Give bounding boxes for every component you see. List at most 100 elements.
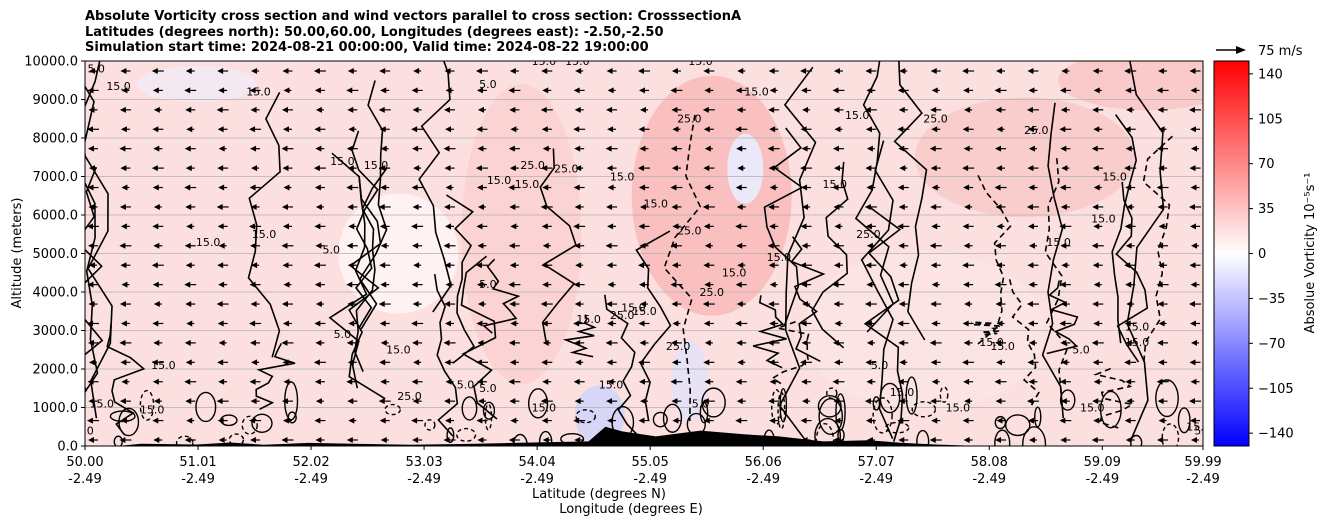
contour-label: 5.0 bbox=[479, 78, 497, 91]
y-tick-label: 2000.0 bbox=[33, 363, 79, 378]
contour-label: 25.0 bbox=[554, 163, 579, 176]
wind-vector-head bbox=[833, 165, 840, 172]
wind-vector-head bbox=[380, 378, 387, 385]
wind-vector-head bbox=[702, 203, 709, 210]
wind-vector-head bbox=[1189, 301, 1195, 308]
wind-vector-head bbox=[769, 281, 776, 288]
contour-loop bbox=[251, 413, 273, 433]
wind-vector-head bbox=[1093, 417, 1100, 424]
wind-vector-head bbox=[412, 398, 419, 405]
contour-label: 15.0 bbox=[990, 340, 1015, 353]
wind-vector-head bbox=[477, 398, 484, 405]
contour-line bbox=[358, 80, 388, 330]
wind-vector-head bbox=[121, 281, 128, 288]
wind-vector-head bbox=[670, 378, 677, 385]
wind-vector-head bbox=[606, 68, 613, 74]
contour-loop bbox=[118, 407, 140, 437]
contour-loop bbox=[384, 403, 401, 416]
wind-vector-head bbox=[1126, 301, 1133, 308]
wind-vector-head bbox=[184, 145, 191, 152]
wind-vector-head bbox=[477, 106, 484, 113]
wind-vector-head bbox=[542, 145, 549, 152]
wind-vector-head bbox=[864, 106, 871, 113]
wind-vector-head bbox=[185, 106, 192, 113]
wind-vector-head bbox=[897, 184, 904, 191]
wind-vector-head bbox=[346, 437, 353, 443]
contour-loop bbox=[771, 388, 782, 426]
wind-vector-head bbox=[542, 378, 549, 385]
contour-label: 15.0 bbox=[1046, 236, 1071, 249]
contour-loop bbox=[814, 417, 842, 446]
wind-vector-head bbox=[509, 68, 516, 74]
wind-vector-head bbox=[508, 437, 515, 443]
wind-vector-head bbox=[897, 87, 904, 94]
wind-vector-head bbox=[509, 301, 516, 308]
title-line-1: Absolute Vorticity cross section and win… bbox=[85, 9, 742, 24]
wind-vector-head bbox=[88, 301, 95, 308]
contour-line bbox=[1115, 182, 1149, 363]
wind-vector-head bbox=[929, 339, 936, 346]
wind-vector-head bbox=[1027, 262, 1034, 269]
wind-vector-head bbox=[963, 378, 970, 385]
wind-vector-head bbox=[119, 242, 126, 249]
contour-label: 25.0 bbox=[677, 113, 702, 126]
contour-label: 25.0 bbox=[397, 390, 422, 403]
wind-vector-head bbox=[607, 417, 614, 424]
contour-label: 5.0 bbox=[871, 359, 889, 372]
x-tick-label-lon: -2.49 bbox=[972, 472, 1006, 487]
wind-vector-head bbox=[802, 301, 809, 308]
wind-vector-head bbox=[898, 437, 905, 443]
wind-vector-head bbox=[963, 145, 970, 152]
wind-vector-head bbox=[250, 339, 257, 346]
wind-vector-head bbox=[1124, 223, 1131, 230]
wind-vector-head bbox=[670, 437, 677, 443]
wind-vector-head bbox=[898, 106, 905, 113]
x-tick-label-lon: -2.49 bbox=[1186, 472, 1220, 487]
wind-vector-head bbox=[1190, 320, 1196, 327]
chart-title: Absolute Vorticity cross section and win… bbox=[85, 9, 741, 56]
wind-vector-head bbox=[996, 223, 1003, 230]
wind-vector-head bbox=[217, 68, 224, 74]
wind-vector-head bbox=[218, 242, 225, 249]
contour-label: 5.0 bbox=[479, 278, 497, 291]
wind-vector-head bbox=[1060, 203, 1067, 210]
wind-vector-head bbox=[346, 184, 353, 191]
contour-label: 15.0 bbox=[688, 55, 713, 68]
wind-vector-head bbox=[737, 68, 744, 74]
contour-label: 5.0 bbox=[76, 424, 94, 437]
wind-vector-head bbox=[348, 223, 355, 230]
wind-vector-head bbox=[574, 437, 581, 443]
wind-vector-head bbox=[508, 242, 515, 249]
wind-vector-head bbox=[379, 68, 386, 74]
wind-vector-head bbox=[1093, 184, 1100, 191]
wind-vector-head bbox=[963, 87, 970, 94]
wind-vector-head bbox=[832, 87, 839, 94]
wind-vector-head bbox=[1126, 106, 1133, 113]
wind-vector-head bbox=[315, 339, 322, 346]
wind-vector-head bbox=[445, 87, 452, 94]
wind-vector-head bbox=[866, 437, 873, 443]
wind-vector-head bbox=[1125, 184, 1132, 191]
wind-vector-head bbox=[995, 106, 1002, 113]
wind-vector-head bbox=[88, 437, 94, 443]
contour-loop bbox=[1177, 407, 1191, 434]
wind-vector-head bbox=[735, 378, 742, 385]
wind-vector-head bbox=[1125, 242, 1132, 249]
wind-vector-head bbox=[510, 320, 517, 327]
contour-loop bbox=[884, 421, 910, 434]
wind-vector-head bbox=[119, 398, 126, 405]
wind-vector-head bbox=[995, 339, 1002, 346]
wind-vector-head bbox=[964, 301, 971, 308]
wind-vector-head bbox=[639, 378, 645, 385]
wind-vector-head bbox=[152, 417, 159, 424]
contour-line bbox=[1044, 158, 1070, 394]
wind-vector-head bbox=[119, 145, 126, 152]
wind-vector-head bbox=[541, 223, 548, 230]
contour-loop bbox=[241, 415, 258, 435]
colorbar: 140 105 70 35 0 −35 −70 −105 −140 Absolue Vortic… bbox=[1213, 60, 1318, 447]
wind-vector-head bbox=[1189, 203, 1195, 210]
contour-label: 15.0 bbox=[845, 109, 870, 122]
wind-vector-head bbox=[1091, 242, 1098, 249]
wind-vector-head bbox=[639, 339, 646, 346]
y-tick-label: 6000.0 bbox=[33, 209, 79, 224]
